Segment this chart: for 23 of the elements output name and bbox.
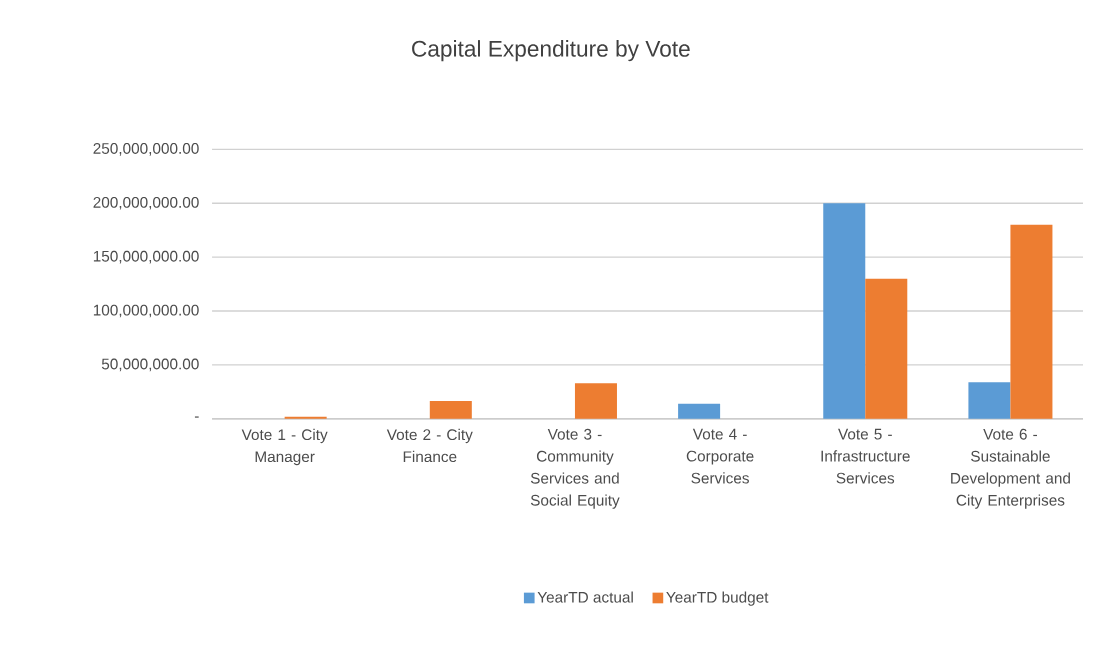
legend-label: YearTD actual [537,591,633,603]
y-tick-label: 100,000,000.00 [93,304,199,318]
bar [574,383,617,419]
x-tick-label: Vote 5 - Infrastructure Services [821,428,910,484]
bar [823,203,866,419]
y-tick-label: 250,000,000.00 [93,143,199,156]
x-tick-label: Vote 6 - Sustainable Development and City Enterprises [951,428,1070,509]
y-tick-label: 150,000,000.00 [93,250,199,264]
bar [1010,224,1053,419]
y-tick-label: 200,000,000.00 [93,196,199,210]
bar [968,382,1011,419]
y-tick-label: 50,000,000.00 [101,358,199,372]
bar [678,403,721,419]
x-tick-label: Vote 2 - City Finance [386,428,473,463]
bar [429,401,472,419]
bar [865,278,908,419]
x-tick-label: Vote 1 - City Manager [241,428,328,466]
x-tick-label: Vote 3 - Community Services and Social Equity [530,428,620,509]
bar [284,416,327,419]
legend-label: YearTD budget [666,591,769,606]
y-tick-label: - [194,416,199,418]
chart-title: Capital Expenditure by Vote [412,40,690,62]
x-tick-label: Vote 4 - Corporate Services [686,428,754,484]
